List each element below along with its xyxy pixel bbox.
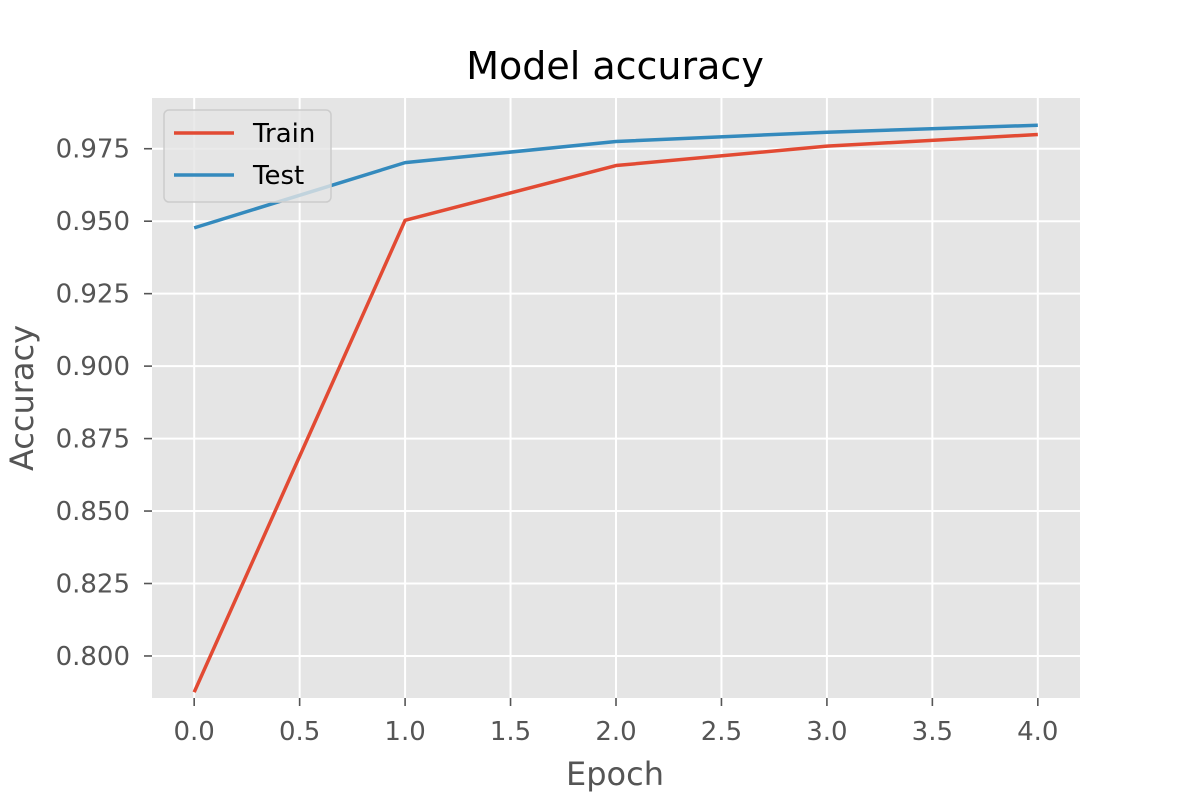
y-tick-label: 0.975 [56, 135, 130, 165]
x-tick-label: 1.5 [490, 717, 531, 747]
x-tick-label: 2.5 [701, 717, 742, 747]
x-tick-label: 1.0 [384, 717, 425, 747]
y-tick-label: 0.875 [56, 425, 130, 455]
legend-label-train: Train [252, 119, 315, 149]
x-tick-label: 0.5 [279, 717, 320, 747]
series-line-test [193, 123, 1038, 230]
y-tick-label: 0.800 [56, 642, 130, 672]
x-tick-label: 3.5 [912, 717, 953, 747]
y-tick-label: 0.950 [56, 207, 130, 237]
x-tick-label: 4.0 [1017, 717, 1058, 747]
x-tick-label: 3.0 [806, 717, 847, 747]
gridlines [152, 98, 1080, 698]
series-line-train [192, 132, 1038, 693]
x-axis-label: Epoch [566, 755, 664, 793]
y-tick-label: 0.825 [56, 570, 130, 600]
y-tick-label: 0.925 [56, 280, 130, 310]
axis-ticks: 0.0 0.5 1.0 1.5 2.0 2.5 3.0 3.5 4.0 0.800 0.825 0.8… [56, 135, 1059, 747]
legend-label-test: Test [252, 161, 304, 191]
y-tick-label: 0.850 [56, 497, 130, 527]
x-tick-label: 2.0 [595, 717, 636, 747]
y-tick-label: 0.900 [56, 352, 130, 382]
x-tick-label: 0.0 [174, 717, 215, 747]
chart-title: Model accuracy [466, 44, 764, 88]
legend: Train Test [163, 109, 332, 203]
y-axis-label: Accuracy [3, 325, 41, 471]
